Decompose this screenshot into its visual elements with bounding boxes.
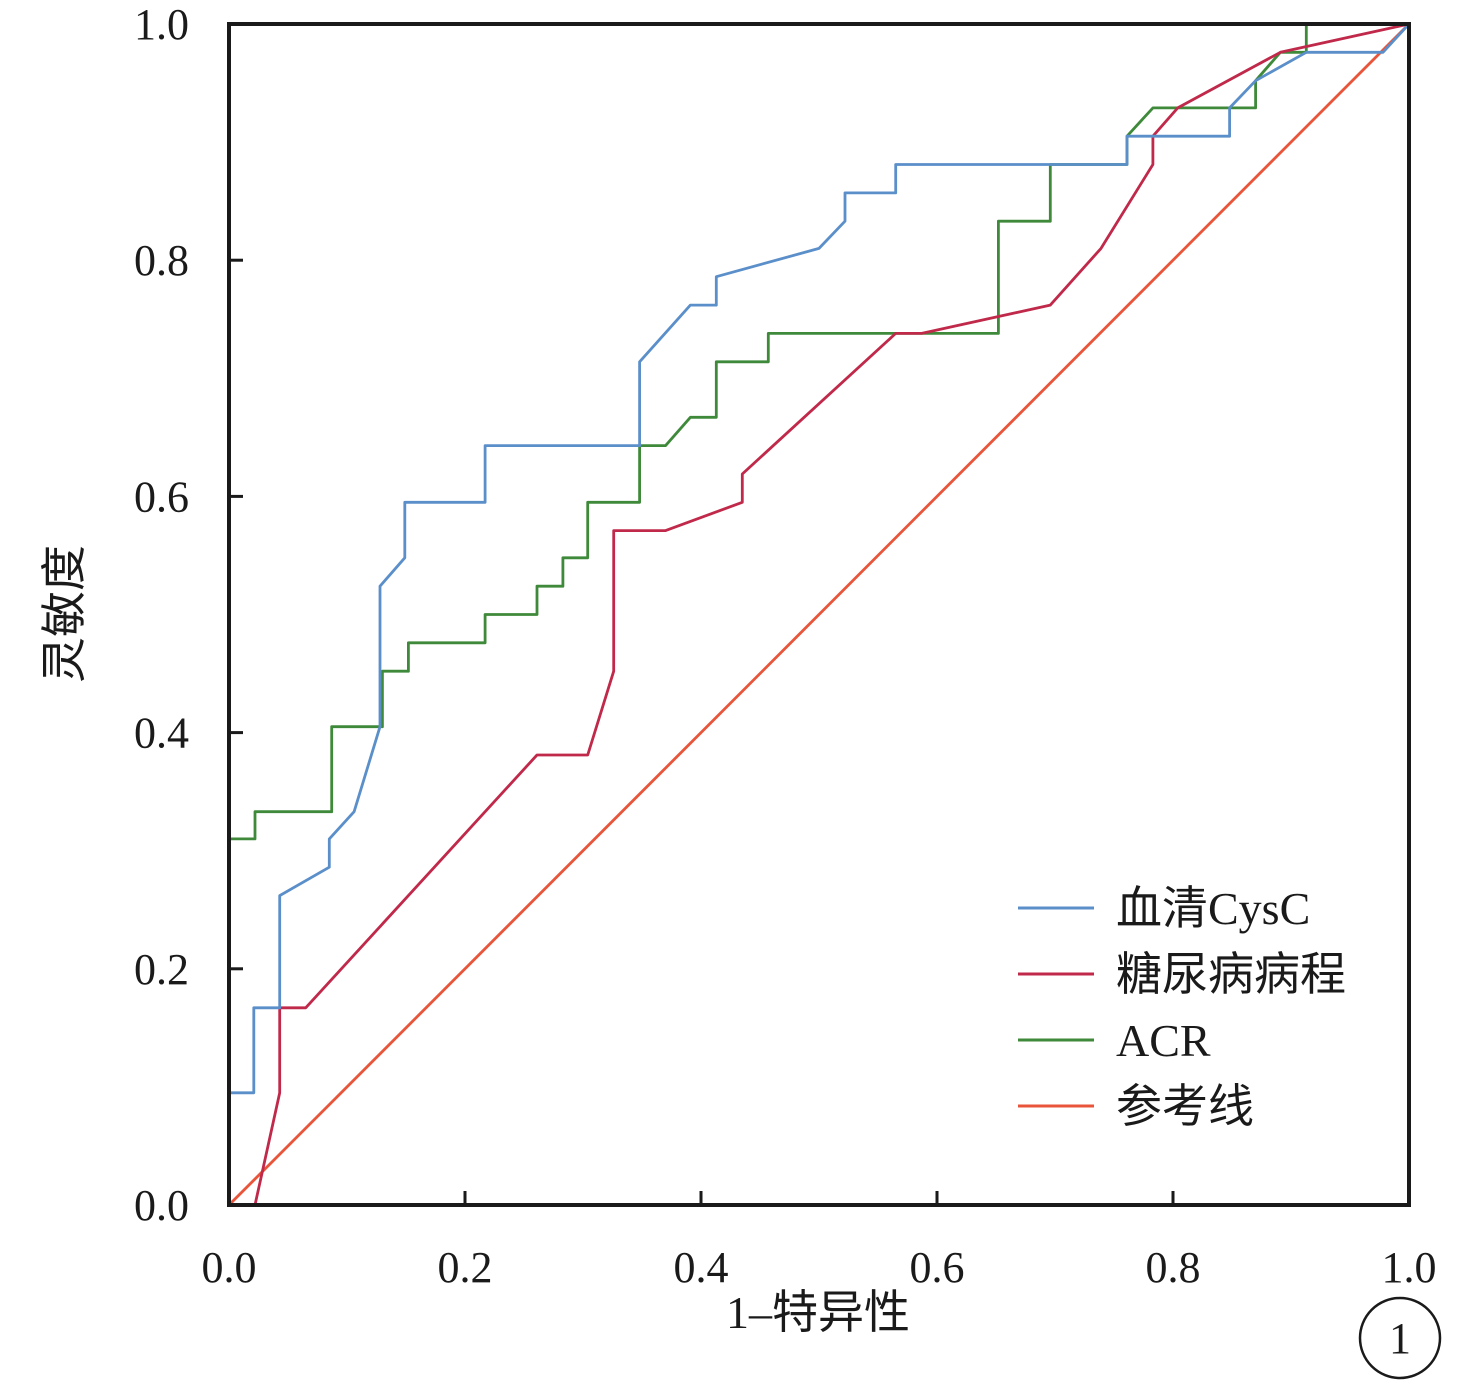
panel-number: 1 xyxy=(1389,1314,1411,1363)
legend: 血清CysC 糖尿病病程 ACR 参考线 xyxy=(1018,883,1346,1132)
series-line-3 xyxy=(228,23,1410,1206)
panel-number-circle xyxy=(1358,1296,1442,1380)
legend-label-2: ACR xyxy=(1116,1015,1211,1066)
y-tick-label: 0.6 xyxy=(134,472,189,521)
legend-label-1: 糖尿病病程 xyxy=(1116,949,1346,1000)
y-tick-label: 1.0 xyxy=(134,0,189,49)
legend-label-0: 血清CysC xyxy=(1116,883,1310,934)
y-tick-label: 0.0 xyxy=(134,1181,189,1230)
x-tick-label: 0.0 xyxy=(202,1243,257,1292)
x-tick-label: 0.4 xyxy=(674,1243,729,1292)
plot-frame xyxy=(227,22,1411,1207)
y-tick-label: 0.4 xyxy=(134,709,189,758)
y-axis-title: 灵敏度 xyxy=(39,545,90,683)
legend-label-3: 参考线 xyxy=(1116,1081,1254,1132)
series-line-1 xyxy=(229,22,1410,1207)
x-tick-label: 1.0 xyxy=(1382,1243,1437,1292)
y-tick-label: 0.8 xyxy=(134,236,189,285)
x-tick-label: 0.2 xyxy=(438,1243,493,1292)
series-line-0 xyxy=(227,23,1411,1205)
x-tick-label: 0.6 xyxy=(910,1243,965,1292)
series-layer xyxy=(227,22,1411,1207)
x-tick-label: 0.8 xyxy=(1146,1243,1201,1292)
ticks-layer: 0.0 0.2 0.4 0.6 0.8 1.0 0.0 0.2 0.4 0.6 0.8 1.0 xyxy=(134,0,1437,1292)
x-axis-title: 1–特异性 xyxy=(726,1287,910,1338)
y-tick-label: 0.2 xyxy=(134,945,189,994)
